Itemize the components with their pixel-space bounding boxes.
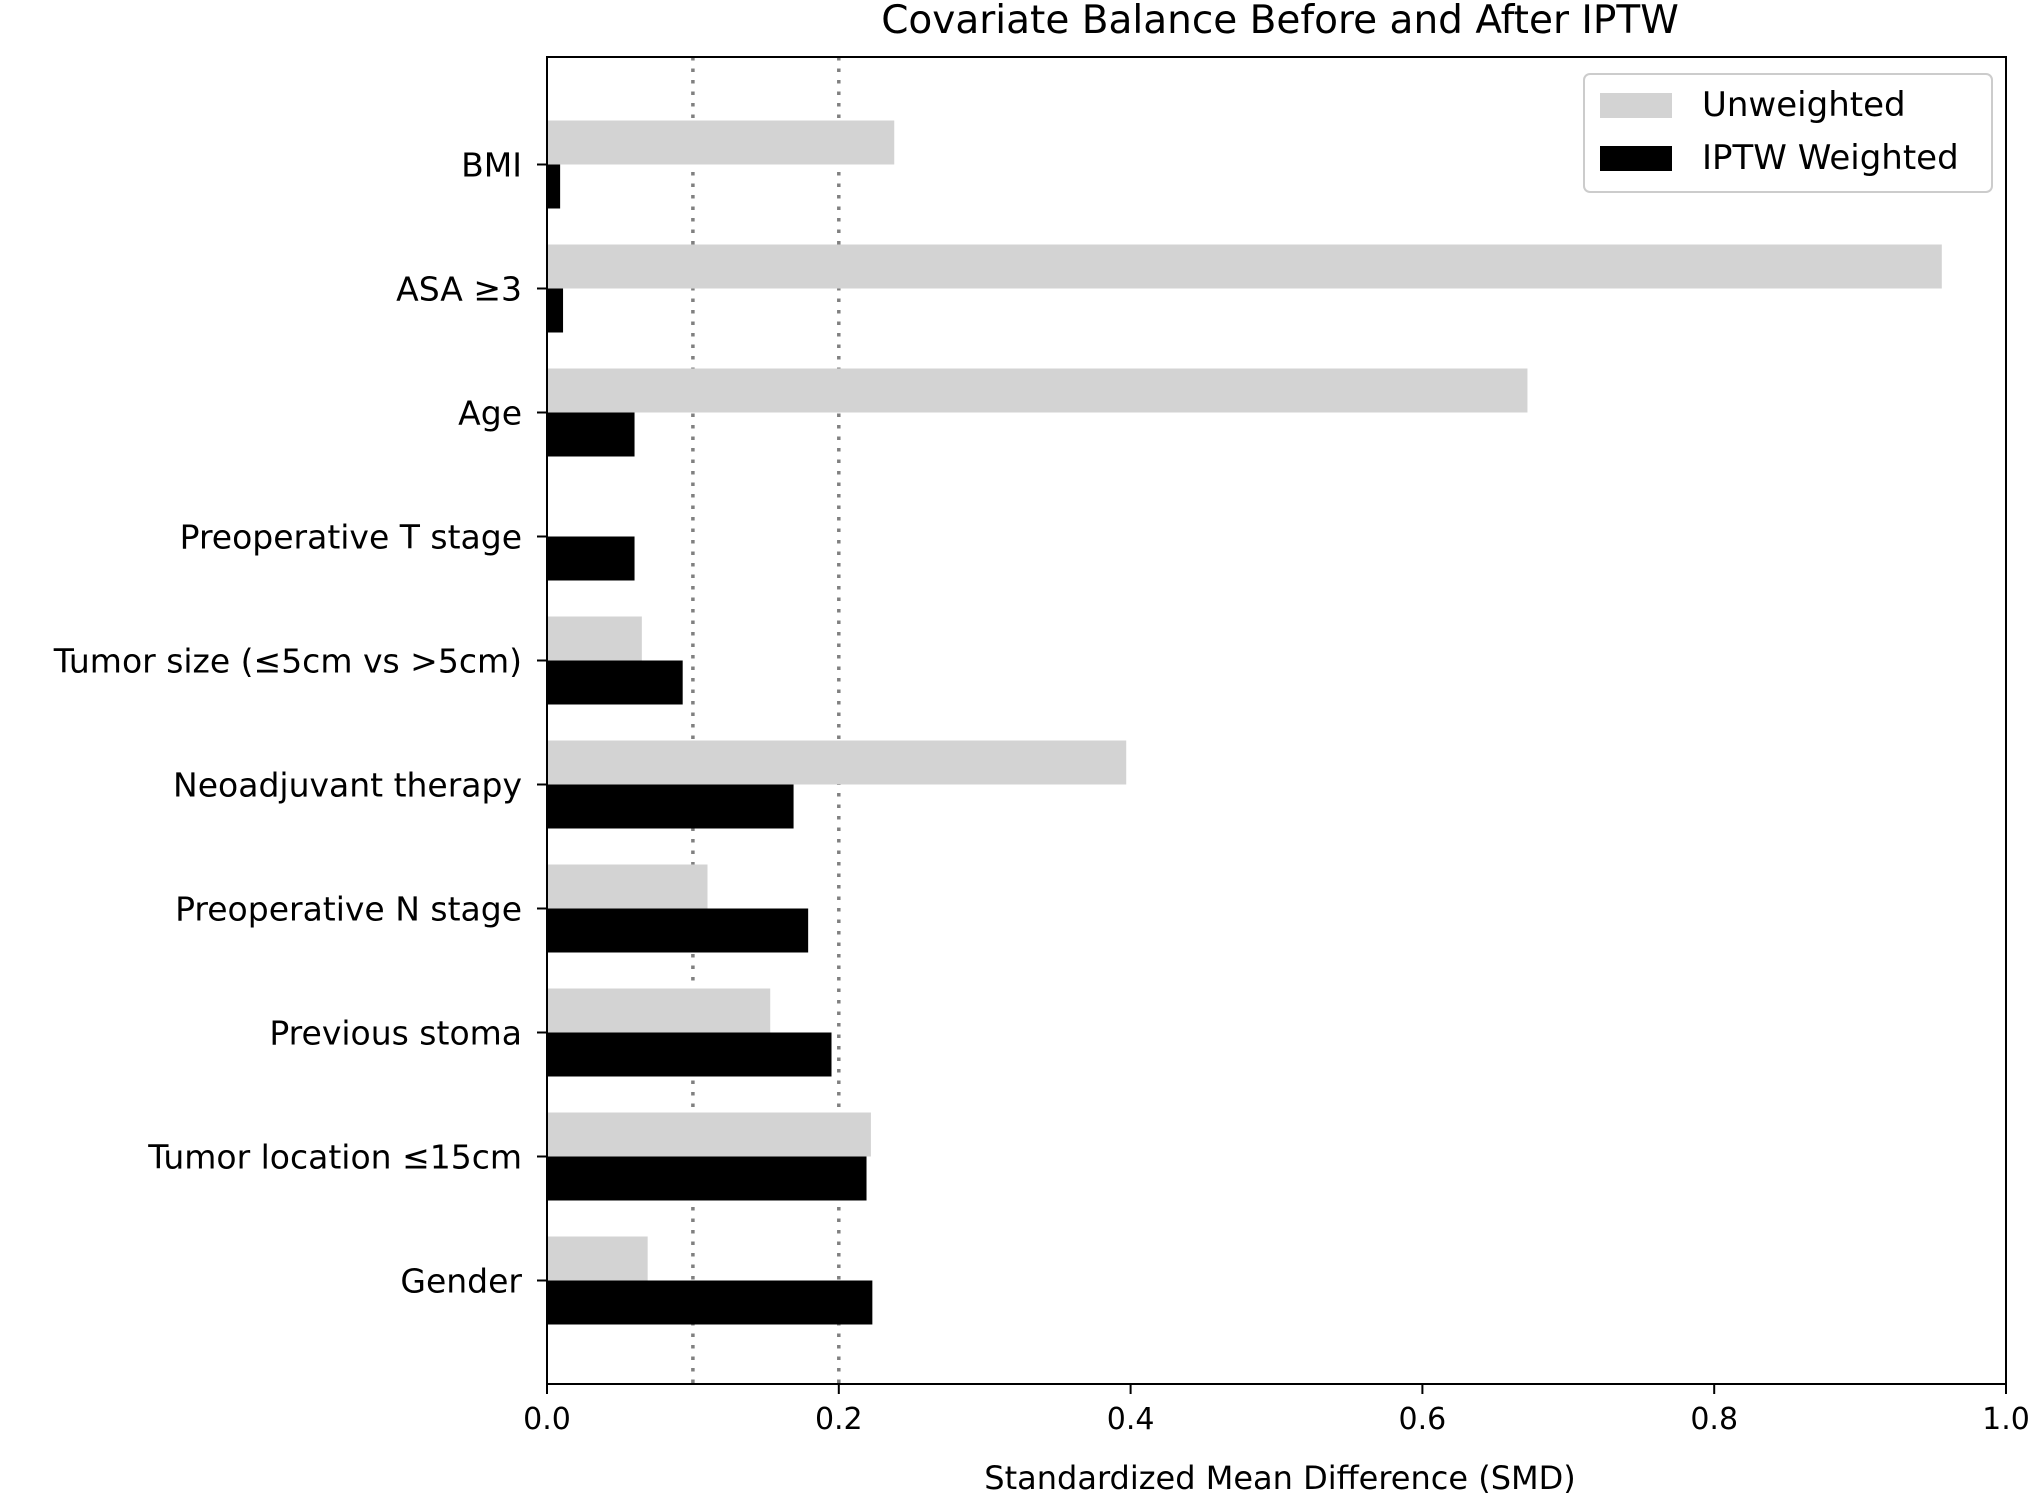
y-tick-label-bmi: BMI xyxy=(461,146,522,185)
bars xyxy=(547,120,1942,1325)
bar-iptw-weighted-bmi xyxy=(547,164,561,209)
x-tick-label-0-8: 0.8 xyxy=(1690,1402,1738,1437)
bar-iptw-weighted-tumor-size-5cm-vs-5cm xyxy=(547,660,683,705)
x-axis-label: Standardized Mean Difference (SMD) xyxy=(984,1459,1575,1496)
y-axis: BMI ASA ≥3 Age Preoperative T stage Tumor si… xyxy=(53,146,547,1301)
bar-iptw-weighted-previous-stoma xyxy=(547,1032,832,1077)
y-tick-label-previous-stoma: Previous stoma xyxy=(269,1014,522,1053)
bar-unweighted-gender xyxy=(547,1236,648,1281)
bar-unweighted-bmi xyxy=(547,120,895,165)
y-tick-label-tumor-size-5cm-vs-5cm: Tumor size (≤5cm vs >5cm) xyxy=(53,642,522,681)
legend: Unweighted IPTW Weighted xyxy=(1583,73,1993,193)
y-tick-label-preoperative-n-stage: Preoperative N stage xyxy=(175,890,522,929)
legend-swatch-unweighted xyxy=(1600,93,1672,118)
x-tick-label-0-6: 0.6 xyxy=(1399,1402,1447,1437)
bar-unweighted-tumor-size-5cm-vs-5cm xyxy=(547,616,642,661)
y-tick-label-asa-3: ASA ≥3 xyxy=(396,270,522,309)
bar-unweighted-tumor-location-15cm xyxy=(547,1112,871,1157)
x-tick-label-0-4: 0.4 xyxy=(1107,1402,1155,1437)
bar-iptw-weighted-age xyxy=(547,412,635,457)
plot-frame xyxy=(546,56,2007,1385)
x-axis: 0.0 0.2 0.4 0.6 0.8 1.0 xyxy=(523,1384,2030,1437)
y-tick-label-tumor-location-15cm: Tumor location ≤15cm xyxy=(147,1138,522,1177)
bar-unweighted-previous-stoma xyxy=(547,988,771,1033)
bar-iptw-weighted-asa-3 xyxy=(547,288,564,333)
chart-title: Covariate Balance Before and After IPTW xyxy=(881,0,1679,43)
y-tick-label-gender: Gender xyxy=(400,1262,522,1301)
bar-unweighted-preoperative-n-stage xyxy=(547,864,708,909)
legend-box xyxy=(1583,73,1993,193)
bar-iptw-weighted-preoperative-t-stage xyxy=(547,536,635,581)
bar-unweighted-age xyxy=(547,368,1528,413)
legend-label-unweighted: Unweighted xyxy=(1702,85,1906,125)
bar-iptw-weighted-tumor-location-15cm xyxy=(547,1156,867,1201)
bar-iptw-weighted-preoperative-n-stage xyxy=(547,908,809,953)
bar-iptw-weighted-gender xyxy=(547,1280,873,1325)
y-tick-label-neoadjuvant-therapy: Neoadjuvant therapy xyxy=(173,766,522,805)
x-tick-label-0-2: 0.2 xyxy=(815,1402,863,1437)
y-tick-label-age: Age xyxy=(458,394,522,433)
bar-unweighted-neoadjuvant-therapy xyxy=(547,740,1127,785)
legend-label-iptw-weighted: IPTW Weighted xyxy=(1702,138,1959,178)
bar-unweighted-asa-3 xyxy=(547,244,1942,289)
y-tick-label-preoperative-t-stage: Preoperative T stage xyxy=(180,518,522,557)
legend-swatch-iptw-weighted xyxy=(1600,146,1672,171)
bar-iptw-weighted-neoadjuvant-therapy xyxy=(547,784,794,829)
x-tick-label-0-0: 0.0 xyxy=(523,1402,571,1437)
x-tick-label-1-0: 1.0 xyxy=(1982,1402,2030,1437)
